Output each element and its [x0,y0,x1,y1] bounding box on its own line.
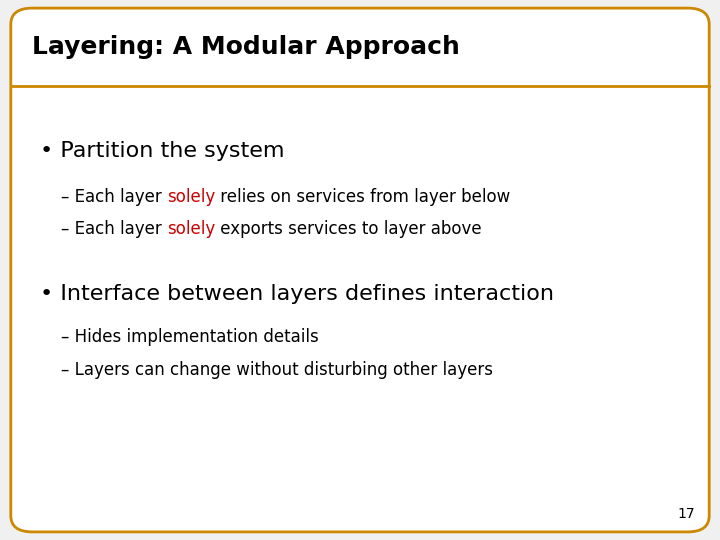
Text: – Each layer: – Each layer [61,220,167,239]
Text: – Layers can change without disturbing other layers: – Layers can change without disturbing o… [61,361,493,379]
Text: • Interface between layers defines interaction: • Interface between layers defines inter… [40,284,554,305]
Text: exports services to layer above: exports services to layer above [215,220,482,239]
Text: 17: 17 [678,507,695,521]
Text: • Partition the system: • Partition the system [40,141,284,161]
Text: solely: solely [167,188,215,206]
FancyBboxPatch shape [11,8,709,532]
Text: relies on services from layer below: relies on services from layer below [215,188,510,206]
Text: solely: solely [167,220,215,239]
Text: – Hides implementation details: – Hides implementation details [61,328,319,347]
Text: Layering: A Modular Approach: Layering: A Modular Approach [32,35,460,59]
Text: – Each layer: – Each layer [61,188,167,206]
